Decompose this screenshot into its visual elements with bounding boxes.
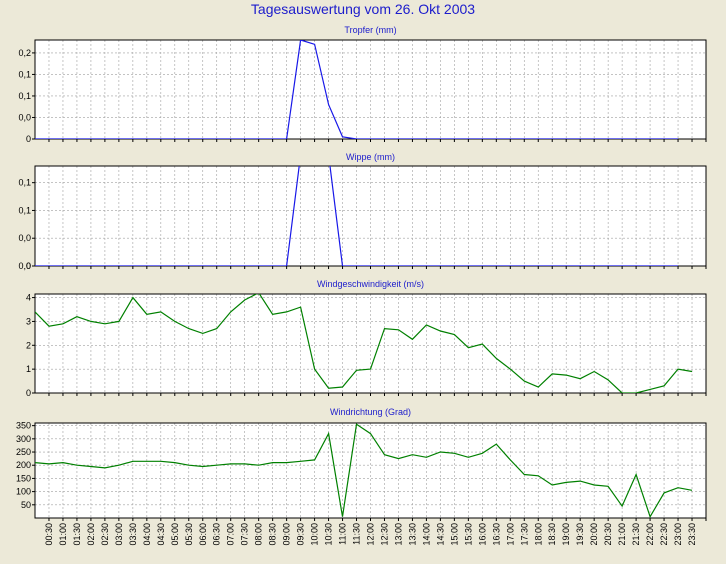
y-tick-label: 300 xyxy=(16,434,31,444)
x-tick-label: 18:30 xyxy=(547,523,557,546)
x-tick-label: 16:30 xyxy=(491,523,501,546)
y-tick-label: 0 xyxy=(26,261,31,271)
y-tick-label: 0 xyxy=(26,388,31,398)
series-line-4 xyxy=(35,423,693,518)
x-tick-label: 16:00 xyxy=(477,523,487,546)
y-tick-label: 0,2 xyxy=(18,48,31,58)
y-tick-label: 0,1 xyxy=(18,69,31,79)
x-tick-label: 03:00 xyxy=(114,523,124,546)
x-tick-label: 20:30 xyxy=(603,523,613,546)
y-tick-label: 2 xyxy=(26,340,31,350)
x-tick-label: 14:00 xyxy=(421,523,431,546)
y-tick-label: 0,0 xyxy=(18,112,31,122)
x-tick-label: 09:00 xyxy=(282,523,292,546)
y-tick-label: 100 xyxy=(16,487,31,497)
x-tick-label: 02:00 xyxy=(86,523,96,546)
x-tick-label: 20:00 xyxy=(589,523,599,546)
x-tick-label: 13:00 xyxy=(393,523,403,546)
x-tick-label: 05:30 xyxy=(184,523,194,546)
panel-title-3: Windgeschwindigkeit (m/s) xyxy=(317,279,424,289)
y-tick-label: 0,1 xyxy=(18,205,31,215)
x-tick-label: 13:30 xyxy=(407,523,417,546)
x-tick-label: 12:00 xyxy=(366,523,376,546)
y-tick-label: 4 xyxy=(26,293,31,303)
x-tick-label: 01:30 xyxy=(72,523,82,546)
x-tick-label: 09:30 xyxy=(296,523,306,546)
x-tick-label: 19:00 xyxy=(561,523,571,546)
x-tick-label: 07:00 xyxy=(226,523,236,546)
y-tick-label: 200 xyxy=(16,460,31,470)
plot-area-4 xyxy=(35,423,706,518)
y-tick-label: 0,0 xyxy=(18,233,31,243)
plot-border-4 xyxy=(34,422,707,519)
panel-title-1: Tropfer (mm) xyxy=(344,25,396,35)
y-tick-label: 50 xyxy=(21,500,31,510)
x-tick-label: 11:30 xyxy=(352,523,362,545)
x-tick-label: 21:00 xyxy=(617,523,627,546)
x-tick-label: 18:00 xyxy=(533,523,543,546)
series-line-3 xyxy=(35,294,693,393)
y-tick-label: 350 xyxy=(16,421,31,431)
x-tick-label: 17:30 xyxy=(519,523,529,546)
y-tick-label: 0,1 xyxy=(18,91,31,101)
plot-border-3 xyxy=(34,293,707,394)
x-tick-label: 15:30 xyxy=(463,523,473,546)
x-tick-label: 23:30 xyxy=(687,523,697,546)
page-title: Tagesauswertung vom 26. Okt 2003 xyxy=(250,1,476,17)
x-tick-label: 04:00 xyxy=(142,523,152,546)
y-tick-label: 0 xyxy=(26,134,31,144)
x-tick-label: 23:00 xyxy=(673,523,683,546)
x-tick-label: 11:00 xyxy=(338,523,348,545)
y-tick-label: 250 xyxy=(16,447,31,457)
x-tick-label: 22:30 xyxy=(659,523,669,546)
x-tick-label: 01:00 xyxy=(58,523,68,546)
x-tick-label: 08:00 xyxy=(254,523,264,546)
x-tick-label: 04:30 xyxy=(156,523,166,546)
x-tick-label: 10:00 xyxy=(310,523,320,546)
x-tick-label: 19:30 xyxy=(575,523,585,546)
x-tick-label: 00:30 xyxy=(44,523,54,546)
panel-title-2: Wippe (mm) xyxy=(346,152,395,162)
y-tick-label: 3 xyxy=(26,316,31,326)
x-tick-label: 05:00 xyxy=(170,523,180,546)
x-tick-label: 21:30 xyxy=(631,523,641,546)
x-tick-label: 07:30 xyxy=(240,523,250,546)
x-tick-label: 06:00 xyxy=(198,523,208,546)
y-tick-label: 0,0 xyxy=(18,261,31,271)
x-tick-label: 03:30 xyxy=(128,523,138,546)
x-tick-label: 06:30 xyxy=(212,523,222,546)
x-tick-label: 15:00 xyxy=(449,523,459,546)
x-tick-label: 08:30 xyxy=(268,523,278,546)
y-tick-label: 1 xyxy=(26,364,31,374)
x-tick-label: 17:00 xyxy=(505,523,515,546)
x-tick-label: 12:30 xyxy=(379,523,389,546)
x-tick-label: 14:30 xyxy=(435,523,445,546)
x-tick-label: 10:30 xyxy=(324,523,334,546)
panel-title-4: Windrichtung (Grad) xyxy=(330,407,411,417)
y-tick-label: 150 xyxy=(16,473,31,483)
x-tick-label: 02:30 xyxy=(100,523,110,546)
y-tick-label: 0,1 xyxy=(18,178,31,188)
x-tick-label: 22:00 xyxy=(645,523,655,546)
